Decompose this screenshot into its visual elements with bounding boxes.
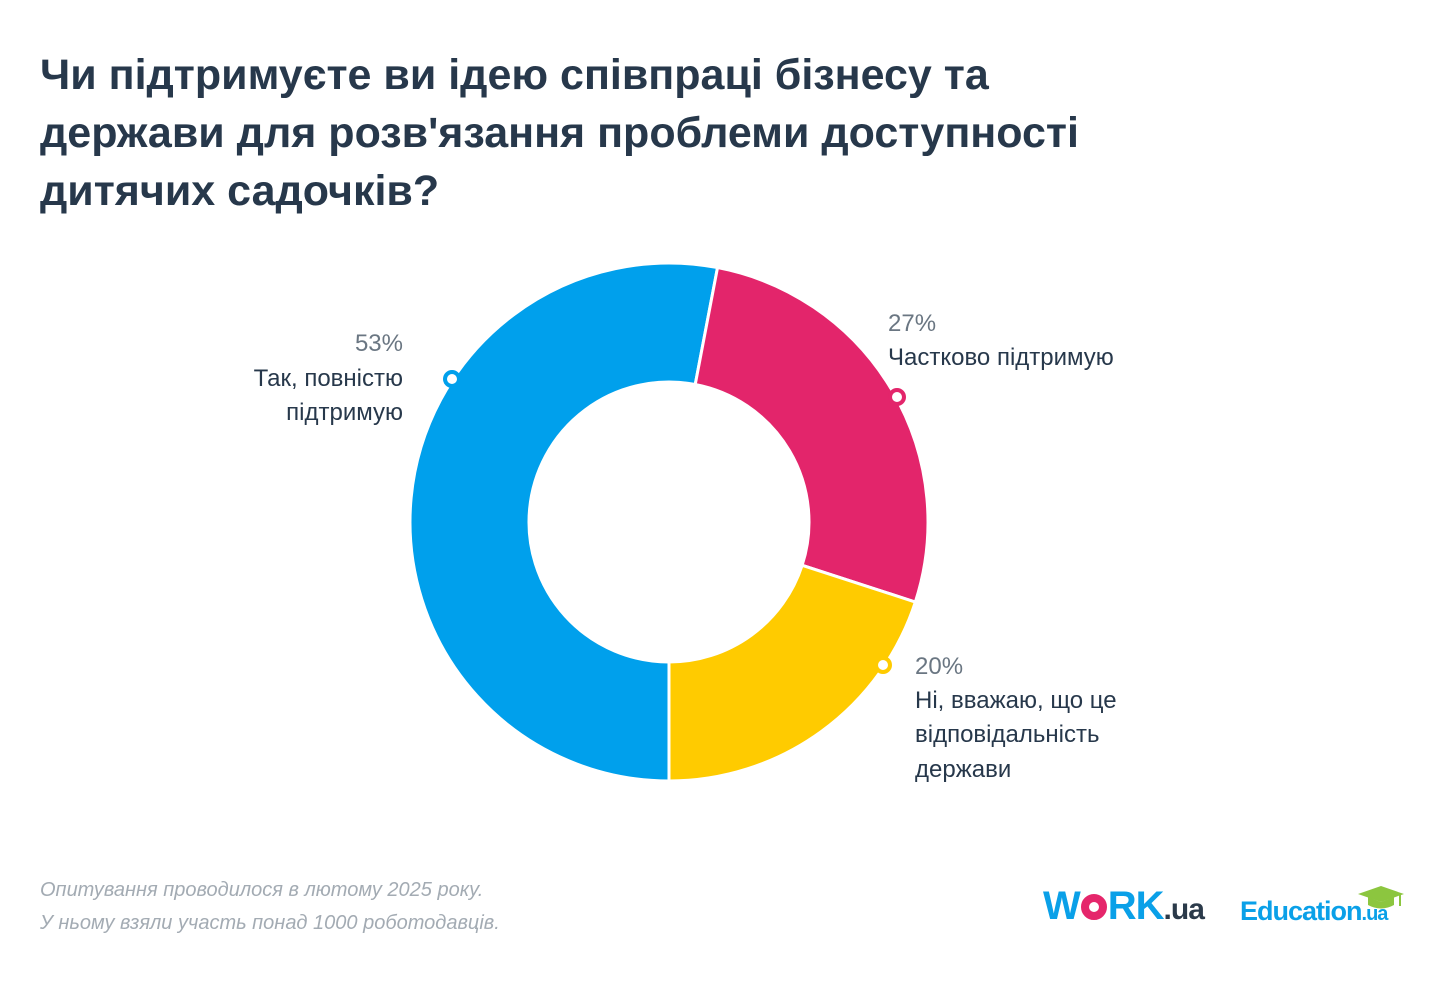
title-line: Чи підтримуєте ви ідею співпраці бізнесу… xyxy=(40,51,989,99)
slice-category-label: держави xyxy=(915,756,1011,783)
education-logo-name: Education xyxy=(1240,896,1363,926)
slice-marker-no xyxy=(874,656,892,674)
work-logo-w: W xyxy=(1043,884,1081,928)
chart-title: Чи підтримуєте ви ідею співпраці бізнесу… xyxy=(40,46,1300,220)
footnote-line: У ньому взяли участь понад 1000 роботода… xyxy=(40,912,500,934)
graduation-cap-icon xyxy=(1358,886,1404,909)
work-logo-rk: RK xyxy=(1107,884,1165,928)
slice-value-label: 27% xyxy=(888,310,936,337)
education-logo-domain: .ua xyxy=(1361,903,1389,925)
education-ua-logo: Education.ua xyxy=(1240,896,1389,936)
slice-marker-partly xyxy=(888,388,906,406)
footnote-line: Опитування проводилося в лютому 2025 рок… xyxy=(40,879,484,901)
slice-no xyxy=(667,563,918,783)
footnote: Опитування проводилося в лютому 2025 рок… xyxy=(40,874,500,940)
work-ua-logo: W RK .ua xyxy=(1043,884,1205,934)
slice-value-label: 20% xyxy=(915,653,963,680)
donut-slices xyxy=(408,261,930,783)
slice-yes xyxy=(408,261,720,783)
slice-value-label: 53% xyxy=(355,330,403,357)
slice-marker-yes xyxy=(443,370,461,388)
slice-category-label: Ні, вважаю, що це xyxy=(915,687,1117,714)
slice-category-label: підтримую xyxy=(286,399,403,426)
title-line: держави для розв'язання проблеми доступн… xyxy=(40,109,1079,157)
slice-category-label: Так, повністю xyxy=(254,365,403,392)
slice-category-label: Частково підтримую xyxy=(888,344,1114,371)
title-line: дитячих садочків? xyxy=(40,167,440,215)
work-logo-o-ring-icon xyxy=(1080,894,1107,920)
slice-partly xyxy=(693,265,930,604)
work-logo-domain: .ua xyxy=(1163,893,1205,926)
slice-category-label: відповідальність xyxy=(915,721,1099,748)
